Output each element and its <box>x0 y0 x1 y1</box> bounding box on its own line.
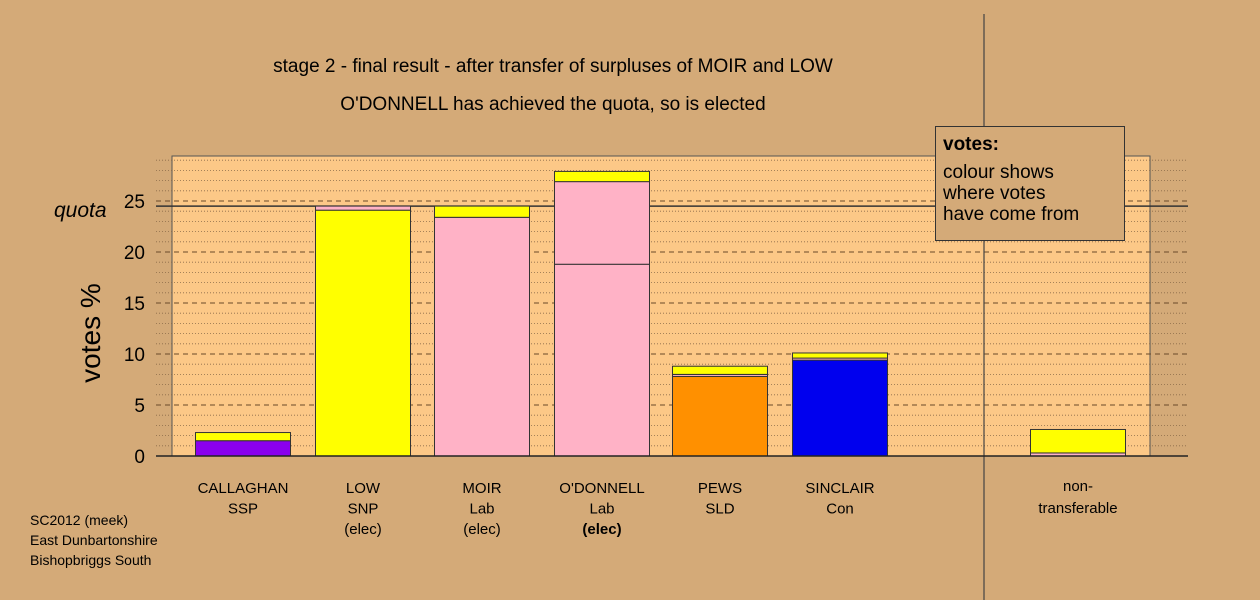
candidate-label: Lab <box>469 501 494 518</box>
quota-label: quota <box>54 199 107 222</box>
bar-pews-segment <box>672 375 768 457</box>
chart-subtitle: O'DONNELL has achieved the quota, so is … <box>340 94 765 115</box>
bar-low-segment <box>315 205 411 211</box>
candidate-label: Con <box>826 501 854 518</box>
candidate-label: CALLAGHAN <box>198 480 289 497</box>
labels: CALLAGHAN SSP LOW SNP (elec) MOIR Lab (elec) O'D… <box>198 478 1118 538</box>
candidate-label: SSP <box>228 501 258 518</box>
footer-line-3: Bishopbriggs South <box>30 552 152 568</box>
legend-title: votes: <box>943 134 999 155</box>
bar-moir-segment <box>434 205 530 218</box>
candidate-label: (elec) <box>344 521 382 538</box>
legend: votes: colour shows where votes have com… <box>935 126 1125 241</box>
bar-moir-segment <box>434 216 530 457</box>
bars <box>195 170 1126 457</box>
bar-callaghan-segment <box>195 432 291 442</box>
candidate-label: (elec) <box>463 521 501 538</box>
bar-pews-segment <box>672 365 768 375</box>
candidate-label: MOIR <box>462 480 501 497</box>
axis: 0 5 10 15 20 25 <box>124 192 1188 468</box>
y-tick-label: 20 <box>124 243 145 264</box>
y-tick-label: 25 <box>124 192 145 213</box>
y-tick-label: 0 <box>134 447 145 468</box>
candidate-label: SLD <box>705 501 734 518</box>
y-axis-label: votes % <box>75 283 106 383</box>
candidate-label: SINCLAIR <box>805 480 874 497</box>
bar-sinclair-segment <box>792 352 888 359</box>
bar-nontransferable-segment <box>1030 428 1126 454</box>
candidate-label: SNP <box>348 501 379 518</box>
footer: SC2012 (meek) East Dunbartonshire Bishop… <box>30 510 158 570</box>
candidate-label: O'DONNELL <box>559 480 644 497</box>
legend-body: colour shows where votes have come from <box>943 162 1080 225</box>
candidate-label: PEWS <box>698 480 742 497</box>
bar-sinclair-segment <box>792 359 888 457</box>
bar-odonnell-segment <box>554 181 650 265</box>
candidate-label: LOW <box>346 480 381 497</box>
y-tick-label: 5 <box>134 396 145 417</box>
candidate-label: (elec) <box>582 521 621 538</box>
chart-title: stage 2 - final result - after transfer … <box>273 56 833 77</box>
bar-low-segment <box>315 209 411 457</box>
y-tick-label: 15 <box>124 294 145 315</box>
bar-odonnell-segment <box>554 263 650 457</box>
bar-callaghan-segment <box>195 440 291 457</box>
nontransferable-label: transferable <box>1038 500 1117 517</box>
nontransferable-label: non- <box>1063 478 1093 495</box>
y-tick-label: 10 <box>124 345 145 366</box>
candidate-label: Lab <box>589 501 614 518</box>
bar-odonnell-segment <box>554 170 650 183</box>
footer-line-1: SC2012 (meek) <box>30 512 129 528</box>
footer-line-2: East Dunbartonshire <box>30 532 158 548</box>
